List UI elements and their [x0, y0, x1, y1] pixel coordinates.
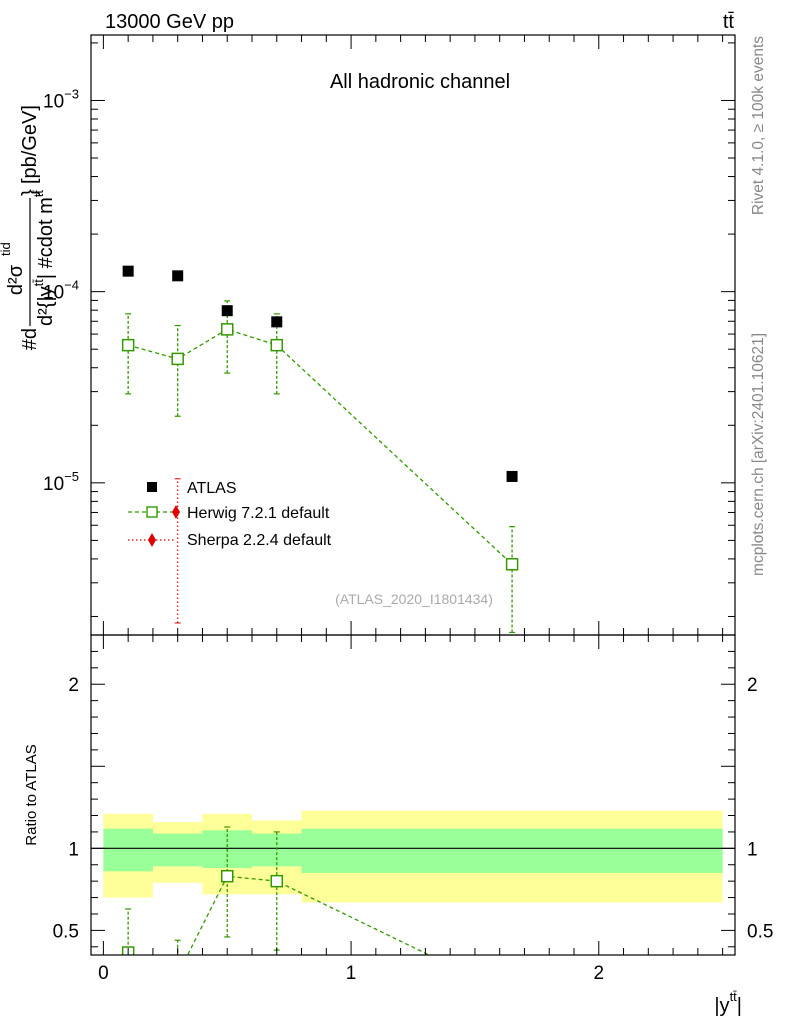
- ylabel-close: }: [19, 189, 41, 196]
- rivet-label: Rivet 4.1.0, ≥ 100k events: [750, 36, 767, 215]
- atlas-point: [172, 270, 184, 282]
- ylabel-unit: [pb/GeV]: [19, 105, 41, 184]
- legend-herwig-sherpa-diamond: [172, 505, 180, 519]
- ratio-herwig-point: [172, 969, 183, 980]
- x-tick-label: 1: [346, 963, 357, 984]
- header-left: 13000 GeV pp: [105, 11, 234, 33]
- header-right: tt̄: [723, 11, 735, 33]
- ratio-y-axis-label: Ratio to ATLAS: [23, 744, 40, 845]
- legend-herwig-marker: [146, 506, 158, 518]
- herwig-line: [127, 328, 513, 565]
- watermark: (ATLAS_2020_I1801434): [335, 591, 493, 607]
- legend-atlas-marker: [147, 482, 157, 492]
- legend-herwig-label: Herwig 7.2.1 default: [187, 505, 330, 522]
- ratio-frame: [90, 634, 736, 956]
- herwig-point: [121, 338, 135, 352]
- herwig-point: [270, 338, 284, 352]
- atlas-point: [271, 316, 283, 328]
- ratio-band-inner: [152, 833, 203, 867]
- ratio-panel: 0.5 0.5 1 1 2 2 0 1 2: [53, 634, 773, 1001]
- legend-sherpa-marker: [148, 533, 156, 547]
- chart-title: All hadronic channel: [330, 71, 510, 93]
- ratio-y-tick-label-left: 1: [68, 839, 79, 860]
- atlas-point: [221, 305, 233, 317]
- ratio-y-tick-label-left: 0.5: [53, 921, 79, 942]
- herwig-point: [220, 323, 234, 336]
- main-y-tick-label: 10−5: [43, 469, 79, 495]
- main-plot-area: [121, 265, 519, 634]
- ratio-plot-area: [91, 810, 735, 1001]
- ratio-band-inner: [301, 828, 723, 873]
- ylabel-numerator: d²σ: [5, 264, 27, 295]
- legend-atlas-label: ATLAS: [187, 480, 237, 497]
- ylabel-denominator: d²{|ytt̄| #cdot mtt̄: [31, 190, 57, 326]
- atlas-point: [122, 265, 134, 277]
- x-axis-label: |ytt̄|: [714, 989, 742, 1017]
- herwig-point: [505, 558, 519, 571]
- ratio-y-tick-label-right: 0.5: [747, 921, 773, 942]
- legend-sherpa-label: Sherpa 2.2.4 default: [187, 532, 332, 549]
- x-tick-label: 2: [593, 963, 604, 984]
- main-y-tick-label: 10−4: [43, 278, 79, 304]
- main-panel: 10−3 10−4 10−5: [43, 34, 736, 636]
- legend: ATLAS Herwig 7.2.1 default Sherpa 2.2.4 …: [128, 480, 332, 549]
- mcplots-label: mcplots.cern.ch [arXiv:2401.10621]: [750, 333, 767, 576]
- x-tick-label: 0: [98, 963, 109, 984]
- ylabel-numerator-sup: tid: [0, 242, 13, 256]
- atlas-point: [506, 470, 518, 482]
- ratio-y-tick-label-left: 2: [68, 675, 79, 696]
- herwig-point: [171, 352, 184, 366]
- ratio-herwig-point: [220, 869, 234, 883]
- main-y-tick-label: 10−3: [43, 86, 79, 112]
- ratio-y-tick-label-right: 2: [747, 675, 758, 696]
- main-y-axis-label: #d d²σ tid d²{|ytt̄| #cdot mtt̄ } [pb/Ge…: [0, 105, 57, 350]
- ratio-herwig-point: [507, 990, 518, 1001]
- ylabel-prefix: #d: [19, 328, 41, 350]
- ratio-y-tick-label-right: 1: [747, 839, 758, 860]
- ratio-herwig-point: [270, 874, 284, 888]
- ratio-band-inner: [103, 828, 153, 872]
